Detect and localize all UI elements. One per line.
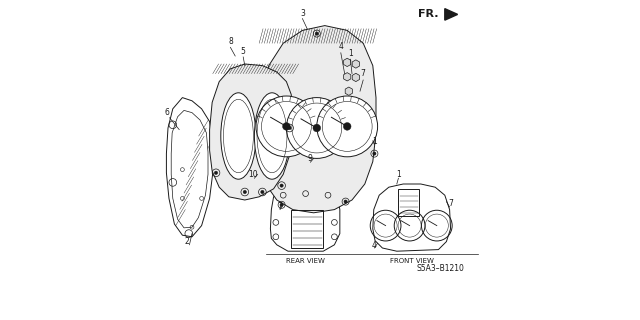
Polygon shape [352, 73, 360, 82]
Text: 1: 1 [396, 170, 401, 179]
Text: FRONT VIEW: FRONT VIEW [390, 258, 434, 264]
Circle shape [372, 152, 376, 155]
Text: 10: 10 [248, 170, 258, 179]
Text: 7: 7 [448, 199, 453, 208]
Ellipse shape [255, 93, 290, 179]
Ellipse shape [256, 96, 317, 157]
Polygon shape [372, 184, 451, 251]
Circle shape [280, 203, 284, 206]
Polygon shape [210, 64, 292, 200]
Text: FR.: FR. [418, 9, 438, 20]
Ellipse shape [287, 98, 347, 158]
Text: 7: 7 [278, 202, 282, 211]
Ellipse shape [317, 96, 378, 157]
Text: 3: 3 [300, 9, 305, 18]
Text: S5A3–B1210: S5A3–B1210 [416, 264, 464, 273]
Polygon shape [166, 98, 212, 237]
Polygon shape [352, 60, 360, 68]
Circle shape [283, 123, 290, 130]
Circle shape [313, 124, 321, 132]
Polygon shape [344, 73, 351, 81]
Circle shape [243, 190, 246, 194]
Circle shape [280, 184, 284, 187]
Circle shape [315, 32, 319, 35]
Text: 6: 6 [164, 108, 170, 117]
Polygon shape [344, 58, 351, 67]
Polygon shape [270, 190, 340, 251]
Text: 7: 7 [361, 69, 365, 78]
Circle shape [261, 190, 264, 194]
Ellipse shape [221, 93, 256, 179]
Text: 1: 1 [348, 49, 353, 58]
Text: 1: 1 [372, 137, 377, 146]
Polygon shape [345, 87, 353, 95]
Polygon shape [256, 26, 376, 213]
Circle shape [344, 123, 351, 130]
Text: 4: 4 [372, 241, 377, 250]
Text: 8: 8 [228, 37, 233, 46]
Circle shape [288, 126, 291, 130]
Text: 4: 4 [339, 42, 343, 51]
Polygon shape [445, 9, 458, 20]
Text: 9: 9 [308, 154, 313, 163]
Text: 5: 5 [241, 47, 246, 56]
Text: 2: 2 [185, 237, 189, 246]
Circle shape [214, 171, 218, 174]
Text: REAR VIEW: REAR VIEW [286, 258, 325, 264]
Circle shape [344, 200, 348, 203]
